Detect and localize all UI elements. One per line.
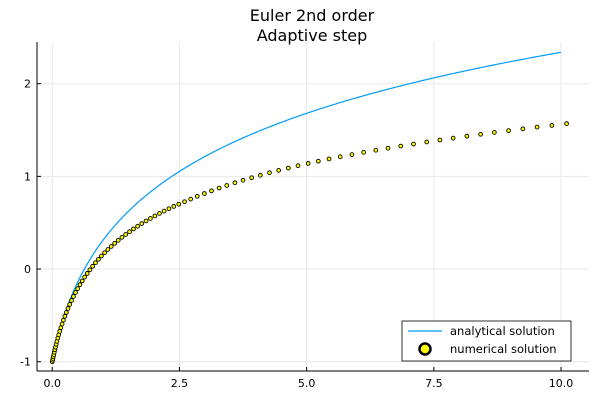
numerical-solution-point	[96, 256, 101, 262]
numerical-solution-point	[478, 131, 483, 137]
numerical-solution-point	[194, 193, 200, 199]
numerical-solution-point	[102, 250, 107, 256]
numerical-solution-point	[520, 126, 526, 132]
numerical-solution-point	[450, 135, 456, 141]
numerical-solution-point	[65, 306, 71, 311]
numerical-solution-point	[157, 211, 162, 216]
numerical-solution-point	[295, 163, 301, 169]
analytical-solution-line	[51, 51, 562, 362]
numerical-solution-point	[62, 313, 68, 319]
numerical-solution-point	[90, 263, 95, 269]
grid-lines	[37, 42, 589, 371]
numerical-solution-point	[75, 286, 80, 291]
numerical-solution-point	[84, 271, 90, 276]
numerical-solution-point	[182, 199, 187, 205]
numerical-solution-point	[315, 158, 321, 164]
legend-label-analytical: analytical solution	[450, 324, 555, 338]
legend-box	[401, 320, 572, 362]
numerical-solution-point	[171, 204, 177, 209]
y-tick-label: 0	[24, 263, 31, 276]
numerical-solution-point	[249, 175, 255, 181]
numerical-solution-point	[105, 247, 111, 252]
numerical-solution-point	[79, 278, 85, 284]
tick-marks	[37, 83, 562, 371]
numerical-solution-point	[148, 216, 153, 221]
numerical-solution-point	[216, 185, 222, 191]
numerical-solution-point	[361, 150, 366, 155]
numerical-solution-point	[224, 183, 230, 188]
numerical-solution-point	[152, 213, 158, 219]
numerical-solution-point	[437, 137, 443, 143]
numerical-solution-point	[64, 310, 69, 315]
numerical-solution-point	[424, 139, 430, 145]
numerical-solution-point	[240, 177, 246, 183]
numerical-solution-point	[534, 124, 540, 130]
y-tick-label: 1	[24, 170, 31, 183]
legend: analytical solution numerical solution	[401, 320, 572, 362]
numerical-solution-point	[564, 121, 569, 126]
chart-title: Euler 2nd order	[250, 6, 375, 25]
numerical-solution-point	[135, 223, 140, 229]
numerical-solution-point	[108, 244, 114, 249]
numerical-solution-point	[69, 298, 74, 303]
numerical-solution-point	[161, 208, 167, 214]
numerical-solution-point	[257, 172, 263, 178]
x-tick-label: 0.0	[44, 377, 62, 390]
numerical-solution-point	[285, 165, 291, 171]
numerical-solution-point	[119, 235, 125, 240]
numerical-solution-point	[139, 221, 145, 226]
numerical-solution-point	[209, 188, 214, 194]
legend-label-numerical: numerical solution	[450, 342, 557, 356]
chart-subtitle: Adaptive step	[257, 26, 368, 45]
numerical-solution-point	[71, 294, 76, 299]
numerical-solution-point	[326, 156, 332, 162]
numerical-solution-point	[337, 154, 343, 160]
numerical-solution-point	[398, 143, 404, 149]
numerical-solution-point	[385, 145, 391, 151]
numerical-solution-point	[176, 201, 182, 207]
numerical-solution-point	[232, 180, 238, 186]
numerical-solution-point	[93, 260, 98, 266]
tick-labels: 0.0 2.5 5.0 7.5 10.0 -1 0 1 2	[20, 78, 573, 390]
numerical-solution-point	[506, 128, 511, 133]
axes	[36, 42, 589, 372]
numerical-solution-point	[115, 237, 121, 243]
x-tick-label: 5.0	[298, 377, 316, 390]
numerical-solution-point	[87, 267, 93, 273]
y-tick-label: 2	[24, 78, 31, 91]
numerical-solution-point	[99, 253, 104, 259]
numerical-solution-point	[464, 133, 470, 139]
numerical-solution-point	[188, 196, 193, 202]
numerical-solution-point	[112, 240, 118, 246]
numerical-solution-point	[202, 191, 207, 196]
legend-marker-swatch	[418, 342, 432, 356]
numerical-solution-point	[131, 226, 136, 232]
numerical-solution-point	[267, 170, 272, 176]
numerical-solution-point	[77, 282, 83, 288]
numerical-solution-point	[59, 321, 65, 327]
y-tick-label: -1	[20, 356, 31, 369]
numerical-solution-point	[373, 147, 379, 153]
numerical-solution-point	[305, 161, 311, 166]
numerical-solution-point	[549, 123, 555, 128]
numerical-solution-point	[58, 325, 64, 331]
series-layer	[49, 51, 569, 365]
x-tick-label: 10.0	[549, 377, 574, 390]
numerical-solution-point	[166, 206, 172, 212]
numerical-solution-point	[411, 141, 416, 147]
numerical-solution-point	[143, 218, 149, 224]
numerical-solution-point	[123, 232, 129, 237]
x-tick-label: 2.5	[171, 377, 189, 390]
numerical-solution-point	[127, 229, 132, 235]
numerical-solution-point	[82, 274, 88, 280]
numerical-solution-point	[61, 317, 66, 323]
numerical-solution-point	[67, 302, 73, 307]
numerical-solution-point	[349, 152, 355, 157]
numerical-solution-point	[492, 130, 497, 135]
numerical-solution-point	[73, 290, 78, 295]
numerical-solution-point	[276, 168, 282, 173]
x-tick-label: 7.5	[425, 377, 443, 390]
